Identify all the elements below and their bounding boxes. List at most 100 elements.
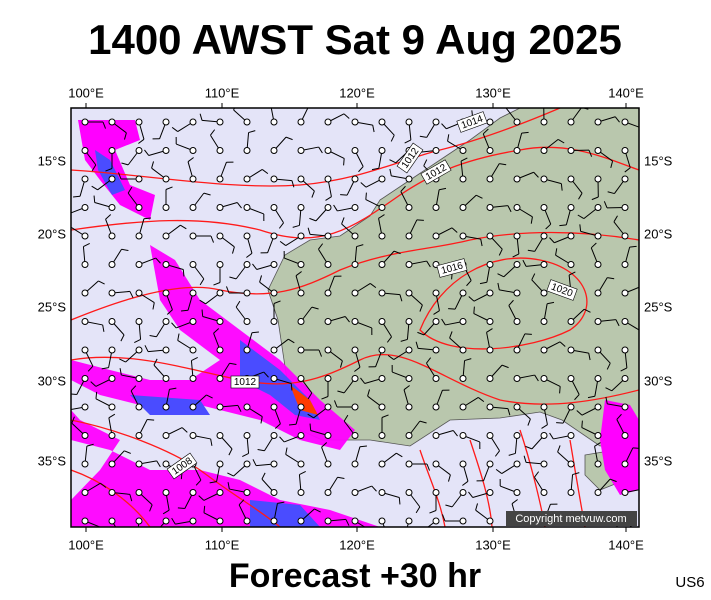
wind-barb: [613, 215, 629, 240]
wind-barb: [365, 192, 386, 211]
barb-flag: [360, 377, 366, 384]
wind-barb: [177, 333, 197, 354]
station: [216, 318, 224, 325]
barb-flag: [285, 136, 293, 141]
rain-core: [130, 395, 210, 415]
station: [513, 489, 521, 496]
wind-barb: [360, 375, 386, 384]
barb-flag: [261, 472, 266, 480]
wind-barb: [605, 396, 629, 411]
station: [243, 204, 251, 211]
isobar-label-box: [166, 452, 198, 480]
station: [81, 375, 89, 382]
barb-flag: [466, 280, 472, 287]
station: [405, 403, 413, 411]
wind-barb: [159, 517, 170, 527]
station: [486, 346, 494, 354]
barb-flag: [577, 214, 585, 220]
barb-flag: [307, 413, 314, 419]
latitude-label: 35°S: [644, 453, 673, 468]
wind-barb: [459, 194, 483, 211]
wind-barb: [445, 489, 467, 508]
station: [324, 118, 332, 126]
barb-flag: [495, 468, 503, 474]
barb-flag: [333, 400, 338, 408]
barb-flag: [541, 424, 548, 429]
wind-barb: [429, 489, 440, 514]
wind-barb: [605, 375, 629, 392]
station: [81, 318, 89, 325]
wind-barb: [177, 489, 197, 510]
wind-barb: [479, 261, 494, 285]
wind-barb: [216, 202, 242, 211]
wind-barb: [459, 397, 485, 411]
frame: [70, 107, 640, 528]
station: [378, 289, 386, 297]
longitude-label: 130°E: [475, 85, 511, 100]
model-code: US6: [675, 574, 704, 591]
barb-flag: [403, 385, 410, 391]
wind-barb: [459, 432, 481, 449]
wind-barb: [171, 118, 197, 132]
wind-barb: [567, 108, 589, 126]
wind-barb: [540, 341, 566, 354]
wind-barb: [400, 185, 413, 211]
rain-area: [600, 400, 639, 495]
barb-flag: [144, 345, 149, 352]
station: [81, 489, 89, 496]
station: [621, 460, 629, 468]
wind-barb: [587, 375, 602, 399]
station: [189, 346, 197, 354]
wind-barb: [621, 318, 639, 338]
station: [81, 118, 89, 126]
wind-barb: [432, 187, 447, 211]
station: [351, 460, 359, 468]
barb-flag: [242, 452, 249, 457]
station: [108, 318, 116, 325]
station: [432, 403, 440, 411]
wind-barb: [324, 175, 332, 201]
barb-flag: [171, 126, 179, 132]
station: [486, 318, 494, 325]
wind-barb: [378, 289, 403, 302]
wind-barb: [189, 192, 211, 211]
station: [540, 432, 548, 439]
wind-barb: [198, 489, 224, 501]
barb-flag: [171, 517, 176, 525]
station: [270, 460, 278, 468]
station: [189, 517, 197, 525]
wind-barb: [199, 289, 224, 305]
barb-flag: [527, 418, 531, 426]
station: [108, 175, 116, 183]
barb-flag: [278, 222, 284, 229]
station: [621, 403, 629, 411]
wind-barb: [576, 403, 602, 416]
station: [513, 147, 521, 154]
wind-barb: [285, 447, 305, 468]
wind-barb: [577, 204, 602, 220]
station: [189, 432, 197, 439]
wind-barb: [108, 248, 129, 268]
wind-barb: [81, 318, 105, 332]
barb-flag: [246, 252, 253, 258]
barb-flag: [531, 273, 536, 281]
barb-flag: [371, 167, 379, 171]
wind-barb: [189, 432, 213, 446]
wind-barb: [270, 501, 285, 525]
station: [243, 517, 251, 525]
wind-barb: [378, 318, 392, 343]
wind-barb: [426, 357, 440, 382]
station: [216, 403, 224, 411]
station: [594, 232, 602, 240]
barb-flag: [448, 308, 456, 310]
barb-flag: [182, 269, 185, 277]
barb-flag: [261, 169, 269, 175]
station: [162, 432, 170, 439]
barb-flag: [156, 460, 161, 468]
wind-barb: [210, 129, 224, 154]
wind-barb: [405, 460, 431, 471]
barb-flag: [259, 275, 263, 283]
barb-flag: [102, 121, 107, 129]
wind-barb: [73, 175, 89, 198]
station: [459, 289, 467, 297]
